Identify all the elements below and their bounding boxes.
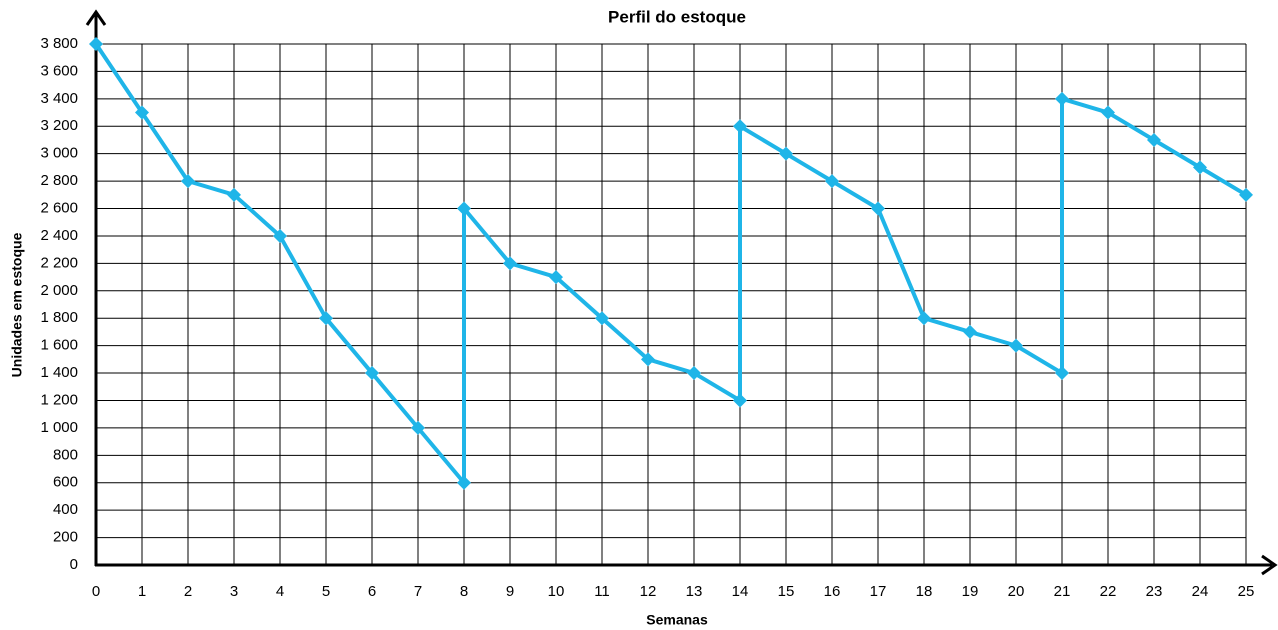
y-tick-label: 1 400 (40, 364, 78, 381)
data-marker (273, 228, 287, 243)
data-marker (411, 420, 425, 435)
data-marker (1193, 160, 1207, 175)
data-marker (733, 393, 747, 408)
data-marker (89, 37, 103, 51)
data-marker (641, 352, 655, 367)
data-marker (1147, 132, 1161, 147)
x-tick-label: 4 (276, 583, 284, 600)
y-tick-label: 3 800 (40, 35, 78, 52)
data-marker (181, 174, 195, 189)
y-tick-label: 1 000 (40, 419, 78, 436)
x-tick-label: 1 (138, 583, 146, 600)
data-marker (503, 256, 517, 271)
data-marker (319, 311, 333, 326)
y-tick-label: 600 (53, 474, 78, 491)
data-marker (1009, 338, 1023, 353)
y-axis-arrow (85, 9, 107, 26)
y-tick-label: 2 800 (40, 172, 78, 189)
x-tick-label: 24 (1192, 583, 1209, 600)
data-marker (871, 201, 885, 216)
chart-title: Perfil do estoque (608, 7, 746, 26)
x-axis-label: Semanas (646, 612, 708, 628)
x-tick-label: 7 (414, 583, 422, 600)
x-tick-label: 20 (1008, 583, 1025, 600)
y-tick-label: 0 (70, 556, 78, 573)
y-axis-label: Unidades em estoque (9, 232, 25, 377)
y-tick-label: 200 (53, 529, 78, 546)
y-tick-label: 1 800 (40, 309, 78, 326)
x-tick-label: 11 (594, 583, 610, 600)
data-marker (1239, 187, 1253, 202)
x-tick-label: 15 (778, 583, 795, 600)
x-tick-label: 2 (184, 583, 192, 600)
x-tick-label: 16 (824, 583, 841, 600)
y-tick-label: 800 (53, 446, 78, 463)
data-marker (825, 174, 839, 189)
y-tick-label: 3 400 (40, 90, 78, 107)
data-marker (549, 270, 563, 285)
x-tick-label: 13 (686, 583, 703, 600)
x-tick-label: 19 (962, 583, 979, 600)
y-tick-label: 3 600 (40, 62, 78, 79)
x-tick-label: 17 (870, 583, 887, 600)
x-tick-label: 18 (916, 583, 933, 600)
x-axis-arrow (1261, 554, 1278, 576)
data-marker (963, 324, 977, 339)
y-tick-label: 3 200 (40, 117, 78, 134)
y-tick-label: 1 600 (40, 337, 78, 354)
data-marker (135, 105, 149, 120)
x-tick-label: 23 (1146, 583, 1163, 600)
x-tick-label: 22 (1100, 583, 1117, 600)
data-marker (733, 119, 747, 134)
data-marker (227, 187, 241, 202)
y-tick-label: 400 (53, 501, 78, 518)
data-marker (457, 201, 471, 216)
data-marker (365, 366, 379, 381)
data-marker (917, 311, 931, 326)
grid (95, 43, 1247, 566)
y-tick-label: 2 400 (40, 227, 78, 244)
y-tick-label: 2 000 (40, 282, 78, 299)
data-marker (1101, 105, 1115, 120)
x-tick-label: 10 (548, 583, 565, 600)
y-tick-label: 2 600 (40, 199, 78, 216)
x-tick-label: 25 (1238, 583, 1255, 600)
data-marker (1055, 366, 1069, 381)
x-tick-label: 3 (230, 583, 238, 600)
data-marker (457, 475, 471, 490)
x-tick-label: 9 (506, 583, 514, 600)
data-marker (687, 366, 701, 381)
data-marker (1055, 91, 1069, 106)
y-tick-label: 2 200 (40, 254, 78, 271)
x-tick-label: 8 (460, 583, 468, 600)
y-tick-label: 1 200 (40, 391, 78, 408)
x-tick-label: 21 (1054, 583, 1071, 600)
x-tick-label: 0 (92, 583, 100, 600)
data-marker (595, 311, 609, 326)
x-tick-label: 12 (640, 583, 657, 600)
x-tick-label: 6 (368, 583, 376, 600)
y-tick-label: 3 000 (40, 145, 78, 162)
x-tick-label: 14 (732, 583, 749, 600)
x-tick-label: 5 (322, 583, 330, 600)
data-marker (779, 146, 793, 161)
